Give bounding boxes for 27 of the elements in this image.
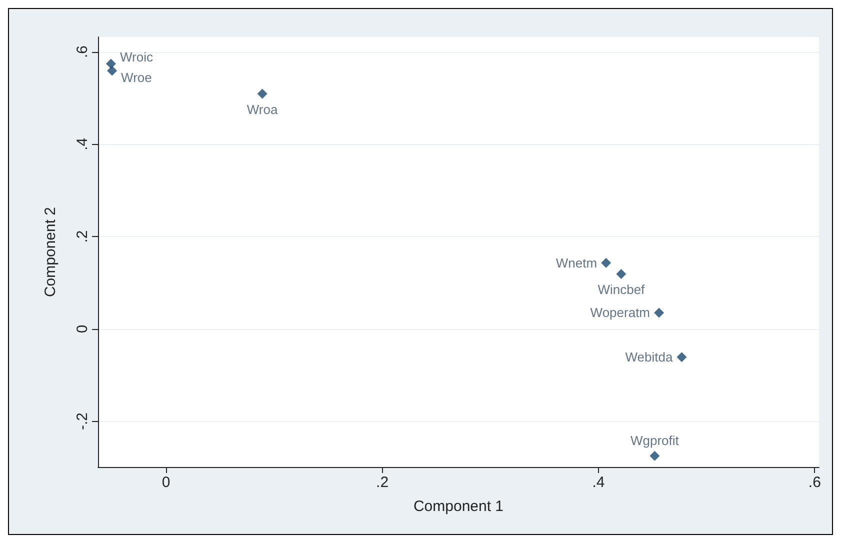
y-axis-title: Component 2: [42, 206, 59, 298]
series-label: Wroe: [121, 70, 152, 86]
series-label: Wroic: [120, 49, 154, 64]
point: [676, 352, 687, 362]
series-label: Woperatm: [590, 305, 650, 320]
point: [257, 88, 268, 99]
x-tick-label: .2: [376, 474, 389, 491]
y-tick-label: 0: [74, 324, 91, 334]
series-label: Wgprofit: [630, 432, 680, 448]
y-tick-label: .6: [74, 46, 91, 58]
series-label: Wroa: [246, 102, 278, 117]
x-tick-label: 0: [162, 474, 170, 491]
y-tick-label: .2: [74, 230, 91, 243]
point: [107, 66, 118, 76]
series-label: Wincbef: [598, 282, 646, 297]
point: [601, 258, 612, 268]
x-axis-title: Component 1: [413, 498, 504, 515]
point: [650, 450, 660, 461]
point: [654, 308, 664, 318]
series-label: Webitda: [625, 350, 674, 365]
y-tick-label: -.2: [74, 412, 91, 430]
y-tick-label: .4: [74, 138, 91, 150]
x-tick-label: .4: [592, 474, 605, 491]
point: [106, 58, 116, 69]
series-label: Wnetm: [556, 255, 598, 270]
x-tick-label: .6: [808, 474, 821, 491]
point: [616, 268, 626, 279]
